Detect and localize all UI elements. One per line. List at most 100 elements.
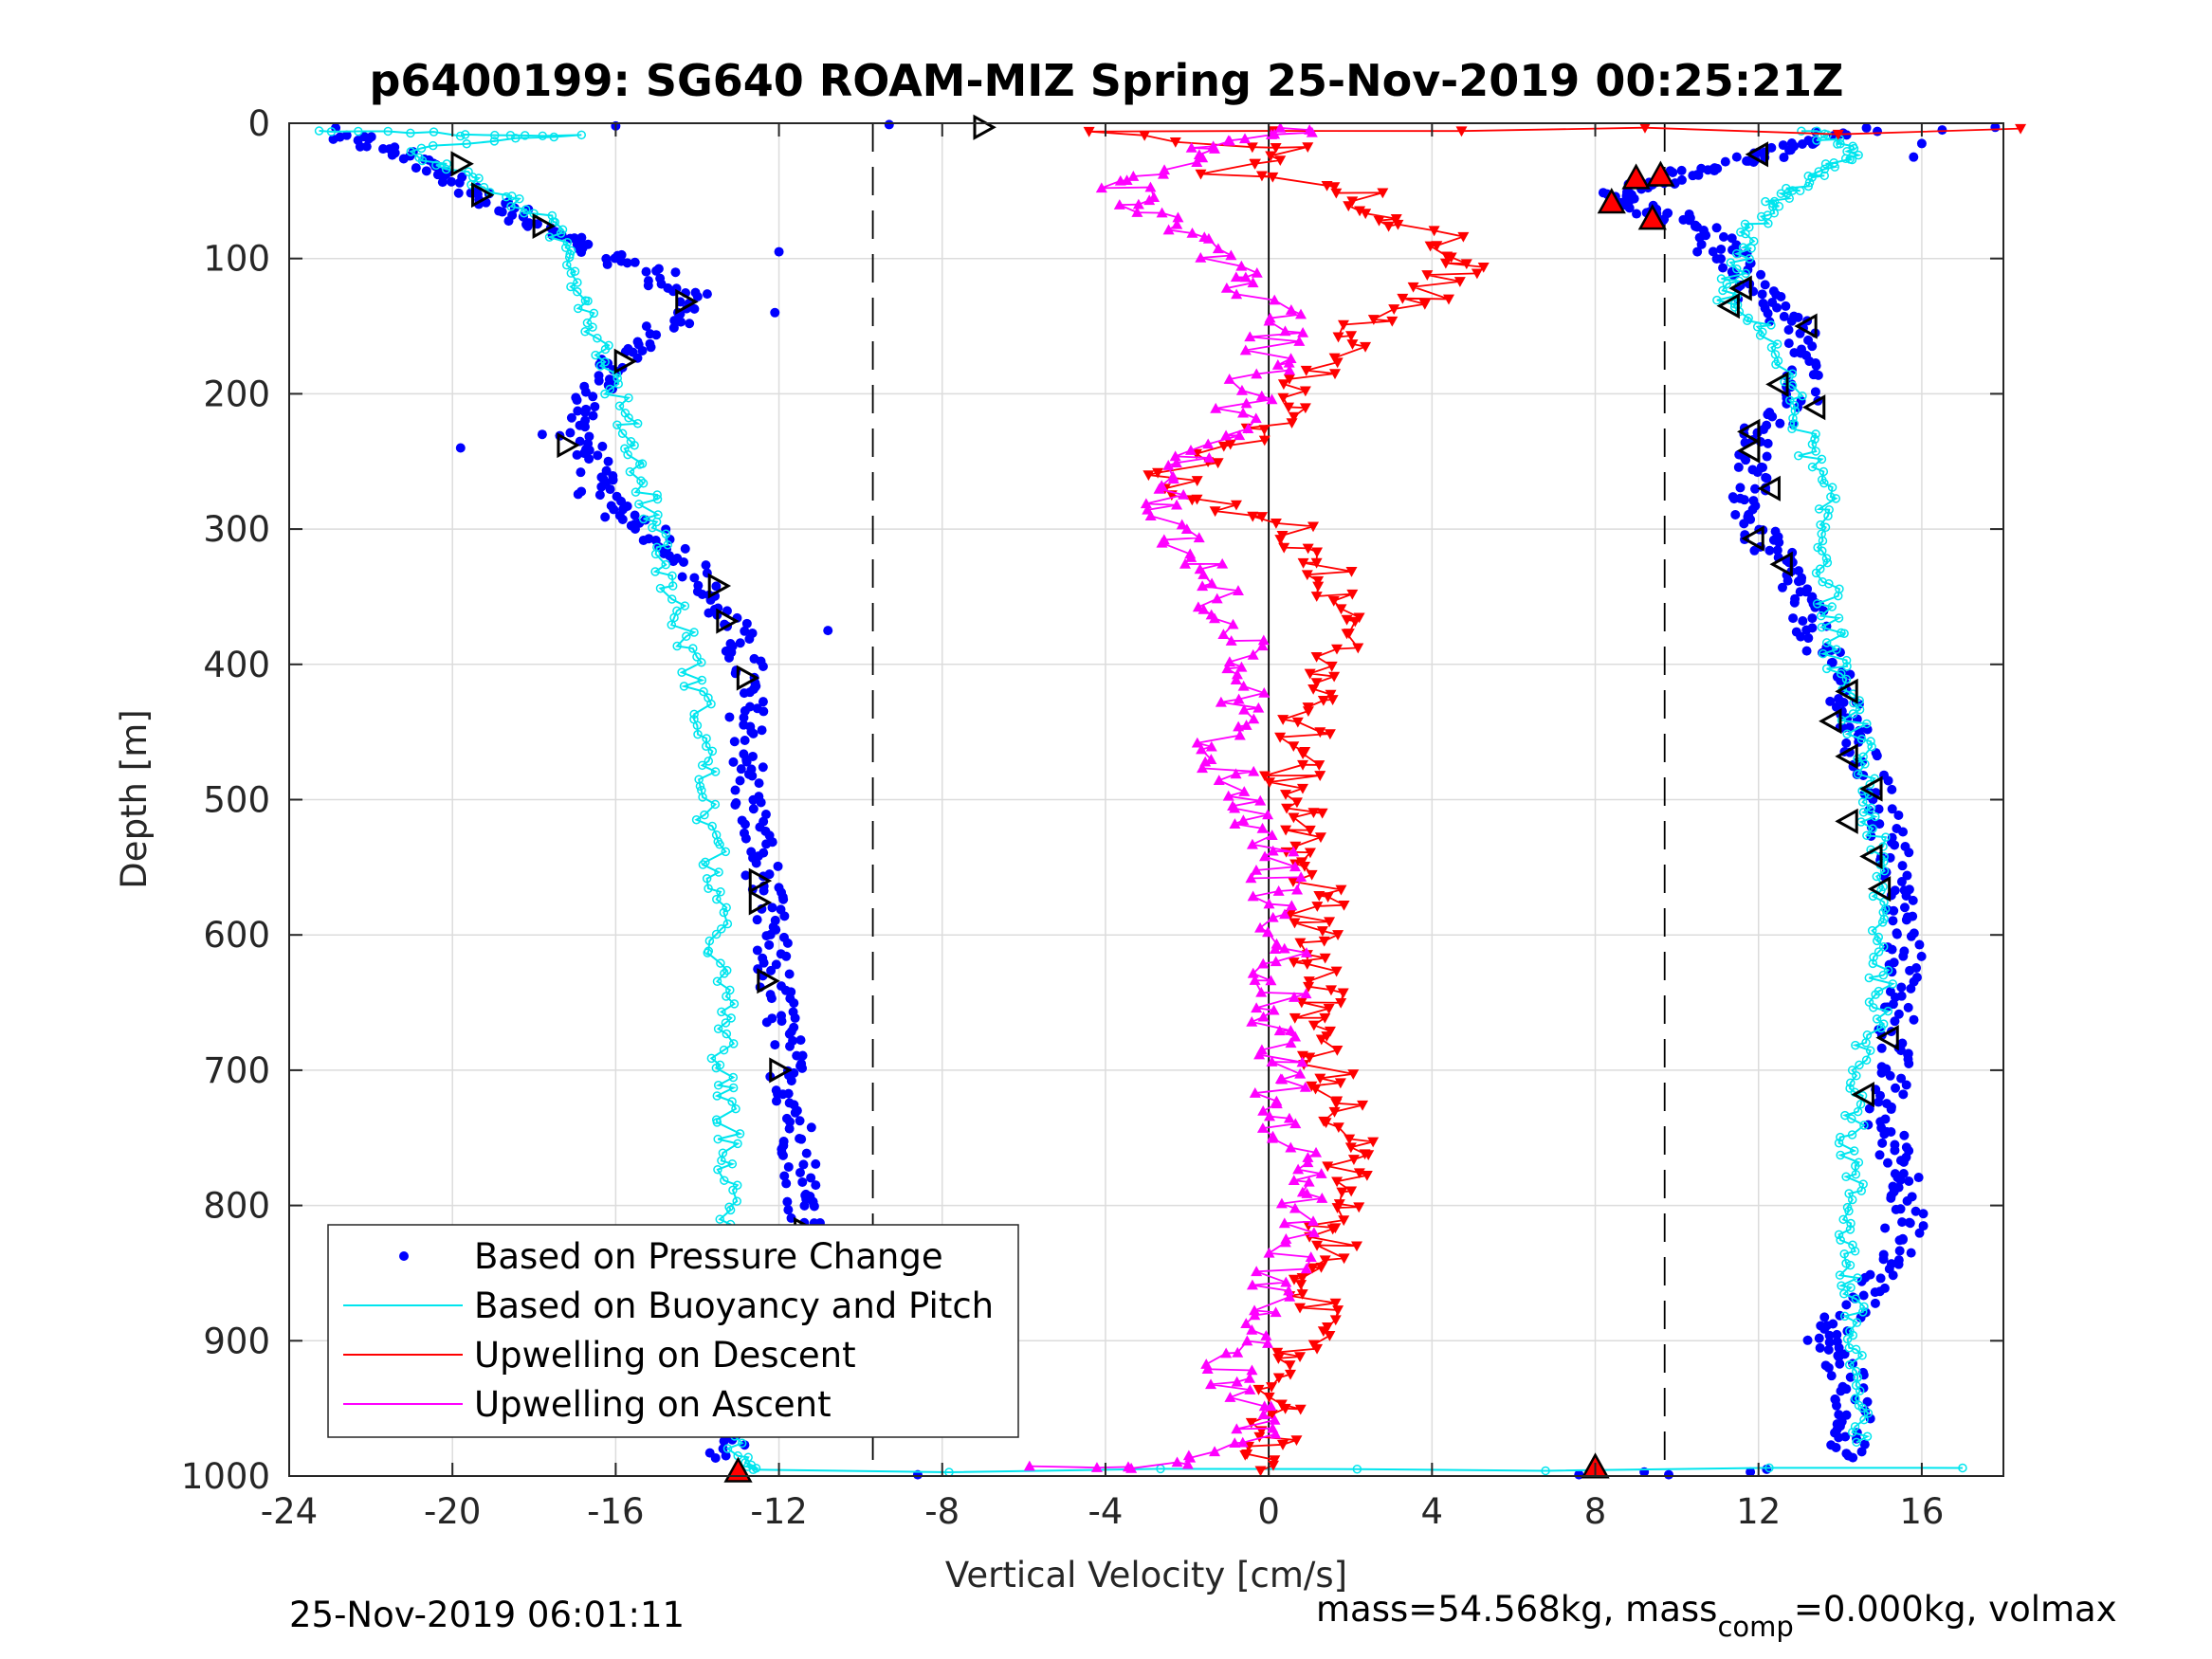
buoyancy-point — [1839, 1289, 1849, 1299]
buoyancy-point — [1807, 173, 1817, 182]
upwelling-marker — [1023, 1460, 1035, 1471]
buoyancy-point — [1867, 741, 1876, 752]
pressure-point — [726, 647, 737, 658]
pressure-point — [1897, 861, 1908, 871]
buoyancy-point — [474, 173, 484, 183]
pressure-point — [1772, 545, 1782, 556]
upwelling-marker — [1311, 1343, 1324, 1355]
upwelling-marker — [1256, 512, 1269, 522]
upwelling-marker — [1220, 429, 1233, 441]
pressure-point — [1901, 1142, 1911, 1153]
upwelling-marker — [1230, 674, 1242, 684]
pressure-point — [1794, 566, 1804, 576]
apogee-marker — [1867, 876, 1892, 902]
upwelling-marker — [1286, 418, 1298, 429]
upwelling-marker — [1274, 535, 1287, 545]
upwelling-marker — [1295, 871, 1307, 883]
upwelling-marker — [1227, 800, 1239, 811]
pressure-point — [1764, 545, 1775, 556]
pressure-point — [721, 1450, 731, 1461]
upwelling-marker — [1256, 1122, 1269, 1133]
pressure-point — [1814, 1333, 1824, 1343]
buoyancy-point — [464, 167, 473, 176]
pressure-point — [1798, 615, 1808, 626]
buoyancy-point — [1877, 918, 1888, 927]
pressure-point — [1899, 902, 1910, 913]
buoyancy-point — [617, 428, 628, 438]
buoyancy-point — [1836, 138, 1845, 149]
upwelling-marker — [1428, 226, 1440, 237]
pressure-point — [1823, 1362, 1834, 1373]
buoyancy-point — [1820, 522, 1831, 533]
pressure-point — [740, 626, 750, 636]
upwelling-marker — [1265, 975, 1277, 986]
buoyancy-point — [1745, 223, 1754, 232]
x-tick-label: -12 — [750, 1491, 807, 1532]
upwelling-marker — [1229, 818, 1241, 829]
buoyancy-point — [726, 1013, 736, 1023]
pressure-point — [1882, 1158, 1892, 1168]
pressure-point — [1719, 231, 1729, 242]
y-tick-label: 500 — [203, 780, 270, 821]
upwelling-marker — [1424, 241, 1436, 252]
pressure-point — [644, 534, 654, 544]
buoyancy-point — [1857, 1403, 1868, 1413]
upwelling-marker — [1167, 473, 1179, 484]
upwelling-marker — [1390, 213, 1402, 225]
y-tick-label: 600 — [203, 915, 270, 956]
buoyancy-point — [737, 1438, 747, 1449]
upwelling-marker — [1280, 1233, 1292, 1244]
pressure-point — [1874, 819, 1885, 830]
upwelling-marker — [1205, 754, 1217, 764]
pressure-point — [1896, 1073, 1907, 1084]
upwelling-marker — [1169, 137, 1181, 148]
pressure-point — [1856, 1447, 1867, 1457]
upwelling-marker — [1266, 1382, 1278, 1393]
pressure-point — [1815, 1342, 1825, 1353]
pressure-point — [1886, 1104, 1896, 1115]
buoyancy-point — [591, 350, 600, 360]
buoyancy-point — [638, 479, 649, 488]
upwelling-marker — [1331, 644, 1344, 655]
upwelling-marker — [1271, 359, 1284, 370]
buoyancy-point — [1807, 462, 1818, 472]
pressure-point — [447, 176, 457, 187]
pressure-point — [576, 467, 586, 478]
pressure-point — [774, 246, 784, 257]
upwelling-marker — [1267, 845, 1279, 856]
pressure-point — [1684, 215, 1694, 226]
buoyancy-point — [1853, 769, 1863, 779]
pressure-point — [1632, 209, 1642, 219]
buoyancy-point — [1841, 674, 1852, 684]
buoyancy-point — [612, 420, 622, 429]
apogee-marker — [1757, 475, 1781, 501]
upwelling-marker — [1457, 231, 1470, 243]
upwelling-marker — [1181, 1458, 1194, 1469]
pressure-point — [1888, 916, 1898, 926]
upwelling-marker — [1144, 510, 1157, 521]
upwelling-marker — [1271, 1095, 1283, 1106]
pressure-point — [1893, 810, 1904, 820]
upwelling-marker — [1304, 825, 1316, 836]
pressure-point — [1889, 905, 1899, 916]
upwelling-marker — [1158, 534, 1170, 545]
buoyancy-point — [1826, 492, 1836, 501]
event-marker — [1621, 163, 1651, 190]
upwelling-marker — [1315, 1262, 1327, 1273]
pressure-point — [1887, 784, 1897, 794]
pressure-point — [741, 618, 752, 629]
buoyancy-point — [1840, 154, 1851, 164]
upwelling-marker — [1222, 790, 1234, 801]
pressure-point — [1788, 613, 1799, 624]
upwelling-marker — [1273, 1025, 1286, 1036]
upwelling-marker — [1283, 374, 1295, 385]
buoyancy-point — [727, 1159, 738, 1169]
upwelling-marker — [1316, 1193, 1328, 1203]
upwelling-marker — [1257, 1409, 1270, 1420]
upwelling-marker — [1238, 703, 1251, 715]
upwelling-marker — [1125, 1462, 1138, 1473]
buoyancy-point — [1888, 979, 1897, 989]
buoyancy-point — [1868, 958, 1878, 969]
pressure-point — [748, 794, 759, 805]
buoyancy-point — [652, 542, 662, 553]
